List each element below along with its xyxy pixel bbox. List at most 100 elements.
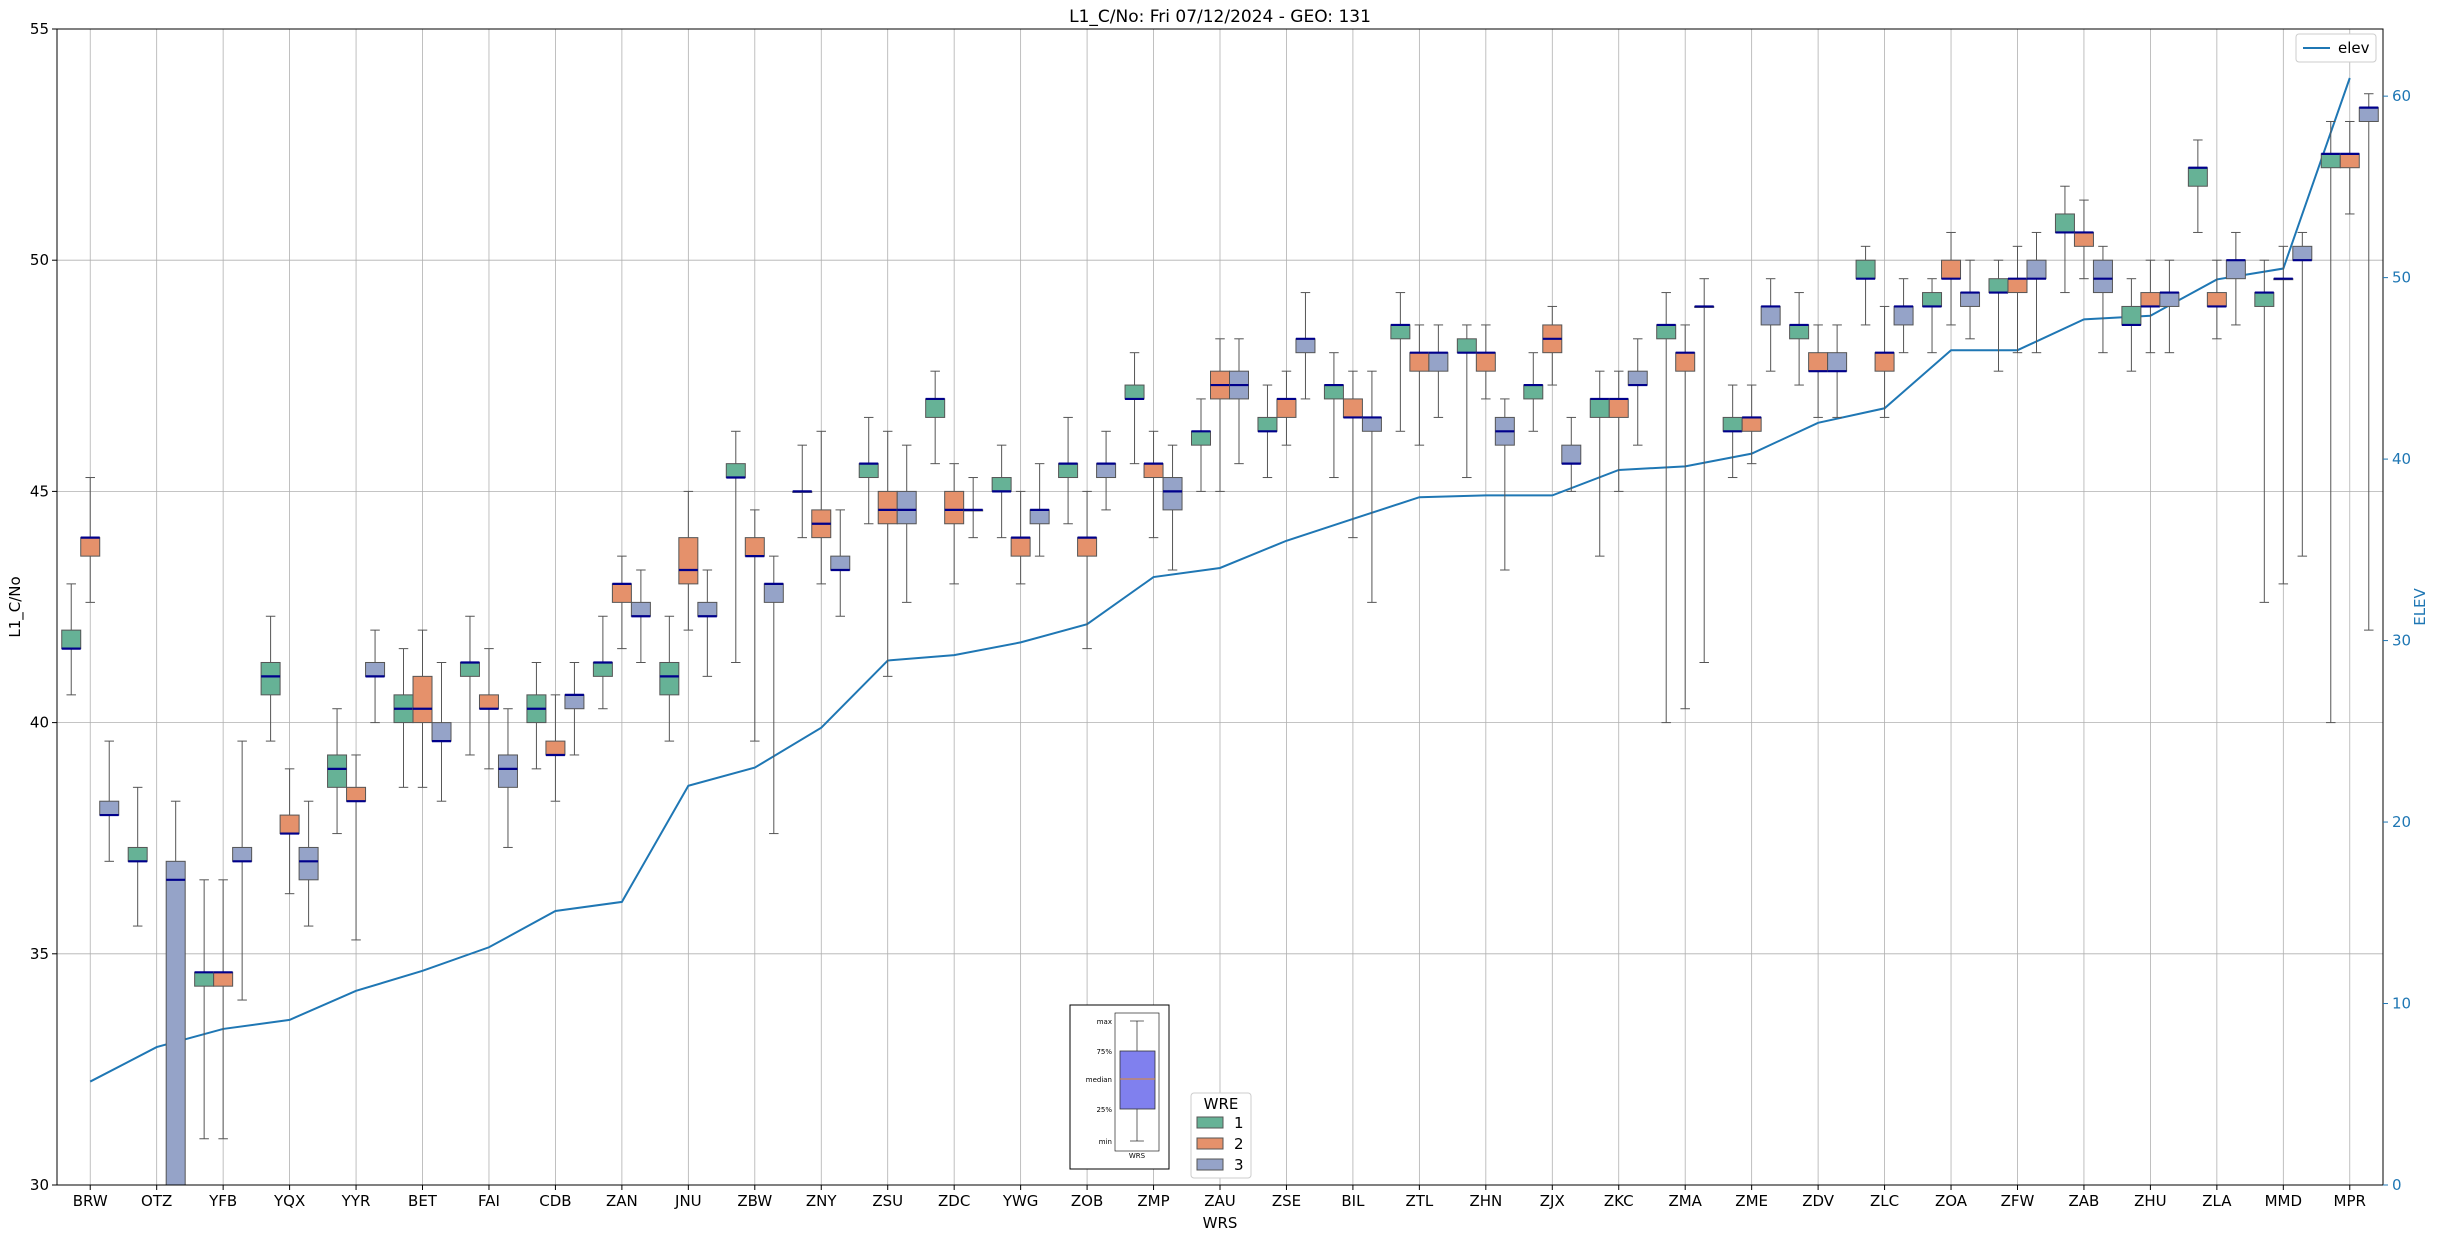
box-iqr [659,661,680,696]
box-wre-3 [896,444,917,603]
y-axis-title: L1_C/No [6,576,25,637]
box-wre-3 [1162,444,1183,571]
inset-label-min: min [1099,1138,1112,1146]
box-series [61,93,2379,1186]
box-iqr [1941,259,1962,280]
box-wre-3 [431,661,452,802]
box-iqr [564,694,585,710]
box-wre-1 [127,786,148,927]
x-tick-label: ZSE [1272,1192,1301,1210]
inset-label-q1: 25% [1096,1106,1112,1114]
box-iqr [2358,107,2379,122]
box-wre-1 [991,444,1012,539]
box-wre-3 [2092,245,2113,354]
box-iqr [1323,384,1344,400]
y-tick-label: 45 [30,482,49,500]
box-wre-2 [80,477,101,603]
wre-legend-swatch-1 [1196,1116,1224,1129]
box-iqr [1361,416,1382,432]
box-iqr [1257,416,1278,432]
box-wre-1 [260,615,281,742]
box-iqr [2026,259,2047,280]
box-wre-3 [1561,416,1582,492]
y2-tick-label: 30 [2392,632,2411,650]
elev-series [89,77,2351,1083]
box-iqr [1656,324,1677,340]
box-iqr [858,463,879,479]
box-wre-2 [213,879,234,1140]
box-iqr [1058,463,1079,479]
box-iqr [1096,463,1117,479]
box-iqr [1162,477,1183,511]
inset-label-max: max [1097,1018,1112,1026]
box-iqr [260,661,281,696]
y2-axis-title: ELEV [2411,587,2429,625]
box-wre-2 [279,768,300,895]
box-iqr [279,814,300,835]
x-tick-label: ZHN [1469,1192,1502,1210]
box-wre-2 [2007,245,2028,354]
box-wre-2 [1741,384,1762,465]
box-wre-3 [1760,278,1781,372]
box-iqr [1608,398,1629,418]
box-iqr [1722,416,1743,432]
y2-tick-label: 20 [2392,813,2411,831]
box-iqr [1675,352,1696,372]
x-tick-label: ZBW [737,1192,772,1210]
box-wre-3 [2026,231,2047,354]
box-iqr [1390,324,1411,340]
box-wre-3 [830,509,851,617]
wre-legend-swatch-2 [1196,1137,1224,1150]
box-iqr [127,846,148,862]
box-wre-3 [365,629,386,724]
box-wre-1 [925,370,946,465]
box-wre-2 [1409,324,1430,446]
x-tick-label: ZSU [872,1192,903,1210]
box-iqr [1276,398,1297,418]
box-wre-2 [2273,245,2294,585]
box-iqr [2092,259,2113,294]
box-wre-3 [963,477,984,539]
x-tick-label: YWG [1002,1192,1039,1210]
box-wre-3 [1229,338,1249,465]
box-iqr [2187,167,2208,187]
x-tick-label: ZOB [1071,1192,1103,1210]
box-wre-2 [478,648,499,770]
box-wre-3 [1494,398,1515,571]
x-tick-label: ZJX [1540,1192,1565,1210]
box-iqr [1561,444,1582,465]
box-iqr [478,694,499,710]
box-iqr [194,971,215,987]
box-wre-3 [1827,324,1848,418]
y-tick-label: 55 [30,20,49,38]
box-wre-2 [1542,305,1563,386]
x-tick-label: BIL [1341,1192,1365,1210]
box-wre-1 [1058,416,1079,525]
box-wre-3 [2358,93,2379,631]
box-iqr [678,537,699,585]
box-wre-1 [1523,352,1544,432]
box-iqr [165,860,186,1186]
box-iqr [1475,352,1496,372]
box-iqr [459,661,480,677]
box-iqr [545,740,566,756]
box-iqr [1760,305,1781,326]
box-wre-2 [1342,370,1363,539]
box-iqr [346,786,367,802]
box-iqr [2225,259,2246,280]
chart-title: L1_C/No: Fri 07/12/2024 - GEO: 131 [1069,7,1371,27]
wre-legend-label-2: 2 [1234,1135,1244,1153]
x-tick-label: YFB [208,1192,237,1210]
box-wre-3 [1096,430,1117,511]
x-tick-label: ZTL [1405,1192,1433,1210]
box-iqr [877,490,898,525]
box-iqr [2140,292,2161,307]
box-iqr [1922,292,1943,307]
axes: BRW OTZ YFB YQX YYR BET FAI CDB ZAN JNU ZBW ZNY ZSU Z… [30,20,2411,1210]
box-wre-3 [1029,463,1050,557]
y2-tick-label: 10 [2392,995,2411,1013]
box-wre-1 [1922,278,1943,354]
box-iqr [2007,278,2028,294]
box-wre-3 [1295,292,1316,400]
